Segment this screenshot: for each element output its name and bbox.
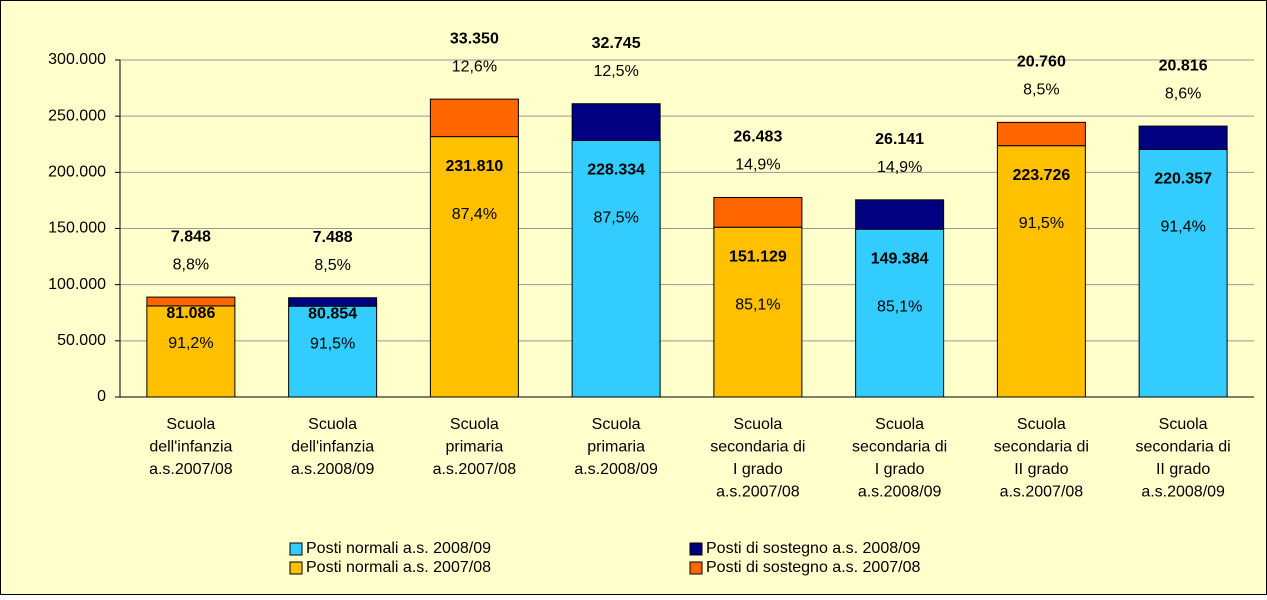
bar-segment (429, 136, 519, 398)
bar-segment (855, 228, 945, 398)
share-label: 8,5% (1023, 82, 1059, 99)
x-tick-label: a.s.2007/08 (149, 461, 233, 478)
bar-segment (1138, 125, 1228, 150)
x-tick-label: a.s.2008/09 (1141, 484, 1225, 501)
x-tick-label: dell'infanzia (291, 439, 374, 456)
bar-segment (288, 297, 378, 307)
bar-segment (996, 121, 1086, 147)
x-tick-label: secondaria di (710, 439, 805, 456)
x-tick-label: Scuola (592, 416, 641, 433)
value-label: 81.086 (166, 305, 215, 322)
x-tick-label: Scuola (1017, 416, 1066, 433)
bar-segment (855, 199, 945, 230)
x-tick-label: a.s.2007/08 (1000, 484, 1084, 501)
y-tick-label: 50.000 (57, 332, 106, 349)
value-label: 26.141 (875, 131, 924, 148)
value-label: 151.129 (729, 248, 787, 265)
x-tick-label: Scuola (733, 416, 782, 433)
y-tick-label: 100.000 (48, 276, 106, 293)
x-tick-label: II grado (1156, 461, 1210, 478)
x-tick-label: secondaria di (1136, 439, 1231, 456)
legend-swatch (689, 561, 703, 575)
y-tick-label: 0 (97, 388, 106, 405)
bar-segment (571, 140, 661, 398)
x-tick-label: Scuola (1159, 416, 1208, 433)
y-tick-label: 200.000 (48, 164, 106, 181)
x-tick-label: Scuola (875, 416, 924, 433)
legend-swatch (289, 542, 303, 556)
share-label: 85,1% (877, 298, 922, 315)
bar-segment (571, 103, 661, 142)
share-label: 91,4% (1160, 219, 1205, 236)
share-label: 87,5% (593, 210, 638, 227)
bar-segment (996, 145, 1086, 398)
share-label: 87,4% (452, 206, 497, 223)
value-label: 231.810 (445, 158, 503, 175)
y-tick-label: 150.000 (48, 220, 106, 237)
share-label: 85,1% (735, 296, 780, 313)
share-label: 8,8% (173, 256, 209, 273)
y-tick-label: 300.000 (48, 51, 106, 68)
value-label: 228.334 (587, 162, 645, 179)
legend-swatch (289, 561, 303, 575)
x-tick-label: I grado (875, 461, 925, 478)
y-tick-label: 250.000 (48, 107, 106, 124)
value-label: 20.816 (1159, 57, 1208, 74)
share-label: 8,6% (1165, 85, 1201, 102)
x-tick-label: a.s.2008/09 (291, 461, 375, 478)
x-tick-label: primaria (587, 439, 645, 456)
share-label: 12,5% (593, 63, 638, 80)
value-label: 26.483 (733, 129, 782, 146)
bar-segment (713, 196, 803, 228)
x-tick-label: Scuola (308, 416, 357, 433)
bar-segment (713, 226, 803, 398)
value-label: 220.357 (1154, 171, 1212, 188)
bar-segment (288, 305, 378, 398)
value-label: 80.854 (308, 305, 357, 322)
value-label: 223.726 (1012, 167, 1070, 184)
x-tick-label: dell'infanzia (149, 439, 232, 456)
x-tick-label: Scuola (450, 416, 499, 433)
x-tick-label: secondaria di (852, 439, 947, 456)
bar-segment (146, 305, 236, 398)
x-tick-label: a.s.2008/09 (858, 484, 942, 501)
x-tick-label: primaria (445, 439, 503, 456)
x-tick-label: I grado (733, 461, 783, 478)
legend-label: Posti normali a.s. 2008/09 (306, 540, 491, 557)
value-label: 7.488 (313, 229, 353, 246)
legend-label: Posti normali a.s. 2007/08 (306, 559, 491, 576)
bar-segment (1138, 148, 1228, 398)
legend-label: Posti di sostegno a.s. 2008/09 (706, 540, 920, 557)
share-label: 91,2% (168, 335, 213, 352)
value-label: 20.760 (1017, 54, 1066, 71)
x-tick-label: a.s.2007/08 (716, 484, 800, 501)
value-label: 7.848 (171, 228, 211, 245)
legend-swatch (689, 542, 703, 556)
x-tick-label: II grado (1014, 461, 1068, 478)
value-label: 149.384 (871, 250, 929, 267)
share-label: 14,9% (735, 157, 780, 174)
value-label: 33.350 (450, 30, 499, 47)
legend-label: Posti di sostegno a.s. 2007/08 (706, 559, 920, 576)
share-label: 8,5% (314, 257, 350, 274)
x-tick-label: a.s.2007/08 (433, 461, 517, 478)
x-tick-label: secondaria di (994, 439, 1089, 456)
share-label: 91,5% (310, 335, 355, 352)
bar-segment (146, 296, 236, 307)
x-tick-label: a.s.2008/09 (574, 461, 658, 478)
share-label: 12,6% (452, 58, 497, 75)
x-tick-label: Scuola (166, 416, 215, 433)
share-label: 91,5% (1019, 215, 1064, 232)
value-label: 32.745 (592, 35, 641, 52)
bar-segment (429, 98, 519, 138)
share-label: 14,9% (877, 159, 922, 176)
